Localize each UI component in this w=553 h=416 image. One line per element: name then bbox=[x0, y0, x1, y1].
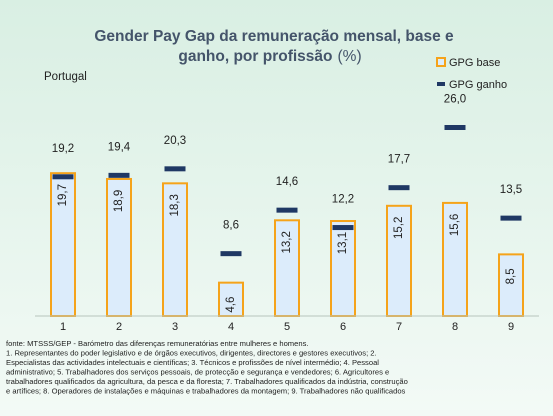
bar-value-label: 18,3 bbox=[169, 194, 181, 216]
marker-value-label: 19,2 bbox=[52, 143, 74, 155]
legend-label: GPG ganho bbox=[449, 79, 507, 91]
x-tick-label: 2 bbox=[116, 321, 122, 333]
bar bbox=[330, 220, 356, 317]
bar bbox=[218, 281, 244, 317]
x-tick-label: 3 bbox=[172, 321, 178, 333]
bar-value-label: 4,6 bbox=[225, 297, 237, 313]
bar-value-label: 13,1 bbox=[337, 232, 349, 254]
marker bbox=[332, 225, 354, 231]
marker-value-label: 8,6 bbox=[223, 220, 239, 232]
x-tick-label: 7 bbox=[396, 321, 402, 333]
x-tick-label: 5 bbox=[284, 321, 290, 333]
marker bbox=[444, 125, 466, 130]
legend-swatch bbox=[437, 82, 445, 86]
bar-value-label: 8,5 bbox=[505, 268, 517, 284]
marker bbox=[220, 251, 242, 257]
subtitle: Portugal bbox=[44, 71, 87, 83]
x-tick-label: 9 bbox=[508, 321, 514, 333]
legend-label: GPG base bbox=[449, 57, 500, 69]
chart-title: Gender Pay Gap da remuneração mensal, ba… bbox=[94, 28, 454, 45]
x-tick-label: 6 bbox=[340, 321, 346, 333]
marker bbox=[276, 207, 298, 213]
bar-value-label: 13,2 bbox=[281, 231, 293, 253]
note-line: trabalhadores qualificados da agricultur… bbox=[6, 377, 408, 386]
bar-value-label: 19,7 bbox=[57, 184, 69, 206]
marker bbox=[52, 174, 74, 180]
x-tick-label: 4 bbox=[228, 321, 234, 333]
legend-swatch bbox=[436, 57, 446, 67]
chart-title-line: ganho, por profissão (%) bbox=[178, 48, 361, 65]
x-tick-label: 8 bbox=[452, 321, 458, 333]
marker bbox=[500, 215, 522, 221]
marker-value-label: 13,5 bbox=[500, 184, 522, 196]
marker-value-label: 12,2 bbox=[332, 194, 354, 206]
marker bbox=[164, 166, 186, 172]
bar-value-label: 15,6 bbox=[449, 214, 461, 236]
x-tick-label: 1 bbox=[60, 321, 66, 333]
marker bbox=[388, 185, 410, 191]
note-line: 1. Representantes do poder legislativo e… bbox=[6, 349, 377, 358]
marker-value-label: 20,3 bbox=[164, 135, 186, 147]
chart-title: ganho, por profissão bbox=[178, 48, 332, 65]
note-line: e artífices; 8. Operadores de instalaçõe… bbox=[6, 387, 406, 396]
bar-value-label: 15,2 bbox=[393, 217, 405, 239]
bar bbox=[106, 177, 132, 317]
bar bbox=[274, 219, 300, 317]
title-unit: (%) bbox=[338, 48, 362, 65]
note-line: Especialistas das actividades intelectua… bbox=[6, 358, 379, 367]
source: fonte: MTSSS/GEP - Barómetro das diferen… bbox=[6, 339, 308, 348]
marker-value-label: 19,4 bbox=[108, 141, 131, 153]
marker-value-label: 17,7 bbox=[388, 154, 410, 166]
note-line: administrativo; 5. Trabalhadores dos ser… bbox=[6, 368, 389, 377]
bar bbox=[50, 172, 76, 317]
bar bbox=[162, 182, 188, 317]
marker-value-label: 26,0 bbox=[444, 94, 466, 106]
bar-value-label: 18,9 bbox=[113, 190, 125, 212]
marker bbox=[108, 172, 130, 178]
marker-value-label: 14,6 bbox=[276, 176, 298, 188]
